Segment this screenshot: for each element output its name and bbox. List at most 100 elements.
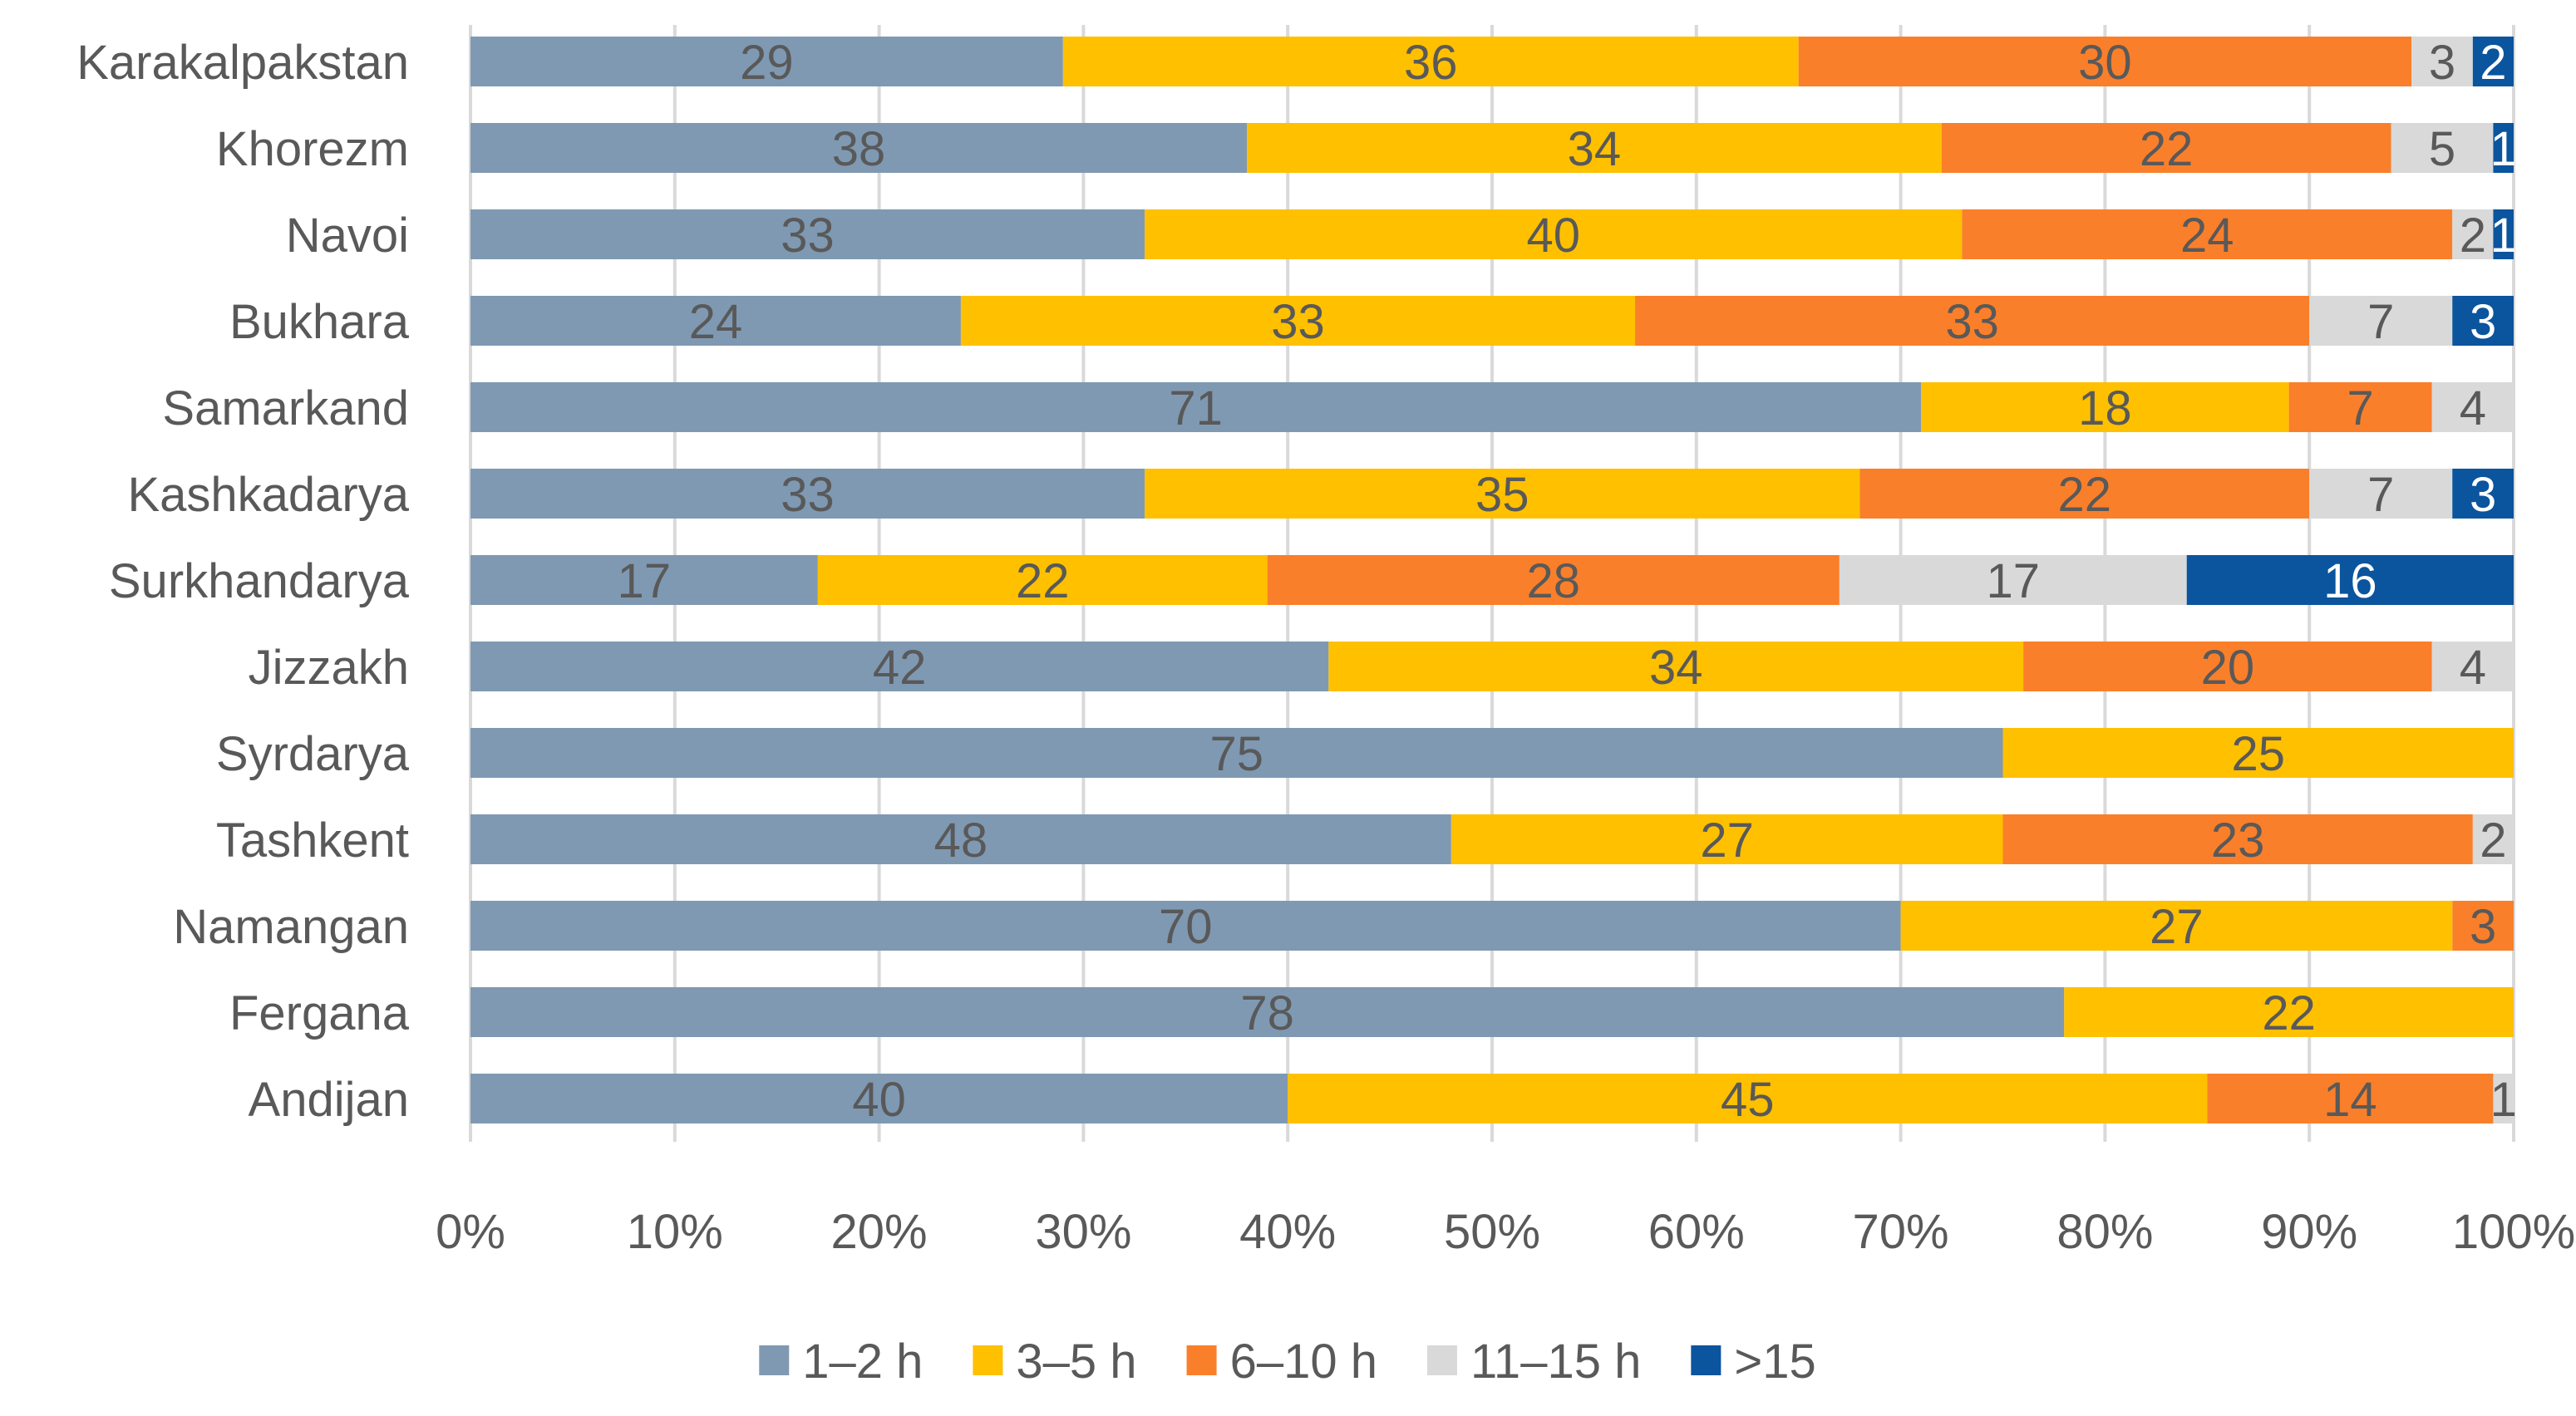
bar-segment xyxy=(2207,1074,2494,1123)
data-label: 3 xyxy=(2470,900,2496,954)
data-label: 14 xyxy=(2323,1073,2377,1127)
legend-swatch xyxy=(973,1345,1003,1375)
bar-segment xyxy=(1145,209,1963,259)
data-label: 7 xyxy=(2347,381,2374,435)
x-tick-label: 0% xyxy=(436,1205,505,1259)
legend-swatch xyxy=(759,1345,790,1375)
data-label: 29 xyxy=(740,36,794,90)
bar-segment xyxy=(2493,209,2514,259)
bar-segment xyxy=(2023,642,2432,691)
category-label: Samarkand xyxy=(162,381,409,435)
bar-segment xyxy=(1062,37,1799,86)
bar-segment xyxy=(470,814,1451,864)
data-label: 33 xyxy=(781,468,835,522)
bar-segment xyxy=(470,209,1145,259)
x-tick-label: 60% xyxy=(1648,1205,1745,1259)
x-tick-label: 80% xyxy=(2056,1205,2153,1259)
bar-segment xyxy=(1941,123,2391,173)
bar-segment xyxy=(1798,37,2412,86)
bar-segment xyxy=(1328,642,2024,691)
legend-label: 11–15 h xyxy=(1470,1335,1641,1389)
bar-segment xyxy=(2186,555,2514,605)
bar-segment xyxy=(2493,123,2514,173)
bar-segment xyxy=(2064,987,2514,1037)
data-label: 3 xyxy=(2470,295,2496,349)
bar-segment xyxy=(2452,901,2514,951)
data-label: 40 xyxy=(1526,209,1580,263)
data-label: 22 xyxy=(1016,554,1070,608)
category-label: Bukhara xyxy=(229,295,410,349)
bar-segment xyxy=(2002,728,2514,778)
bar-segment xyxy=(2472,814,2514,864)
data-label: 4 xyxy=(2460,381,2486,435)
x-tick-label: 10% xyxy=(627,1205,723,1259)
data-label: 71 xyxy=(1169,381,1223,435)
data-label: 35 xyxy=(1475,468,1529,522)
bar-segment xyxy=(2472,37,2514,86)
x-tick-label: 40% xyxy=(1239,1205,1336,1259)
legend-label: 6–10 h xyxy=(1230,1335,1377,1389)
category-label: Namangan xyxy=(173,900,409,954)
bar-segment xyxy=(2309,296,2453,346)
bar-segment xyxy=(470,728,2003,778)
x-tick-label: 20% xyxy=(831,1205,928,1259)
bar-segment xyxy=(470,382,1922,432)
data-label: 7 xyxy=(2367,295,2394,349)
data-label: 78 xyxy=(1240,986,1294,1040)
bar-segment xyxy=(2452,209,2494,259)
x-tick-label: 100% xyxy=(2452,1205,2575,1259)
bar-segment xyxy=(1962,209,2453,259)
category-label: Jizzakh xyxy=(249,641,409,695)
data-label: 34 xyxy=(1568,122,1622,176)
bar-segment xyxy=(470,642,1329,691)
data-label: 33 xyxy=(1945,295,1999,349)
bar-segment xyxy=(470,1074,1288,1123)
bar-segment xyxy=(470,469,1145,519)
x-tick-label: 50% xyxy=(1444,1205,1540,1259)
bar-segment xyxy=(817,555,1268,605)
x-tick-label: 70% xyxy=(1853,1205,1949,1259)
data-label: 7 xyxy=(2367,468,2394,522)
bar-segment xyxy=(2431,382,2514,432)
bar-segment xyxy=(2411,37,2473,86)
bar-segment xyxy=(470,296,961,346)
legend-label: >15 xyxy=(1734,1335,1815,1389)
data-label: 3 xyxy=(2429,36,2455,90)
data-label: 2 xyxy=(2460,209,2486,263)
data-label: 22 xyxy=(2140,122,2194,176)
bar-segment xyxy=(1267,555,1840,605)
data-label: 1 xyxy=(2490,1073,2517,1127)
bar-segment xyxy=(470,123,1248,173)
category-label: Kashkadarya xyxy=(127,468,409,522)
bar-segment xyxy=(1247,123,1942,173)
legend-label: 1–2 h xyxy=(802,1335,923,1389)
data-label: 4 xyxy=(2460,641,2486,695)
bar-segment xyxy=(2452,296,2514,346)
data-label: 20 xyxy=(2201,641,2255,695)
data-label: 45 xyxy=(1721,1073,1775,1127)
data-label: 28 xyxy=(1526,554,1580,608)
x-tick-label: 30% xyxy=(1035,1205,1131,1259)
data-label: 75 xyxy=(1209,727,1263,781)
data-label: 70 xyxy=(1159,900,1213,954)
bar-segment xyxy=(2493,1074,2514,1123)
category-label: Khorezm xyxy=(216,122,409,176)
bar-segment xyxy=(470,555,818,605)
data-label: 24 xyxy=(689,295,743,349)
legend-swatch xyxy=(1691,1345,1721,1375)
bar-segment xyxy=(960,296,1636,346)
bar-segment xyxy=(1451,814,2003,864)
data-label: 27 xyxy=(2150,900,2204,954)
data-label: 40 xyxy=(852,1073,906,1127)
bar-segment xyxy=(2288,382,2432,432)
data-label: 24 xyxy=(2180,209,2234,263)
data-label: 22 xyxy=(2262,986,2316,1040)
category-label: Tashkent xyxy=(216,814,409,868)
data-label: 22 xyxy=(2058,468,2112,522)
data-label: 27 xyxy=(1700,814,1754,868)
data-label: 5 xyxy=(2429,122,2455,176)
bar-segment xyxy=(1859,469,2310,519)
data-label: 1 xyxy=(2490,122,2517,176)
